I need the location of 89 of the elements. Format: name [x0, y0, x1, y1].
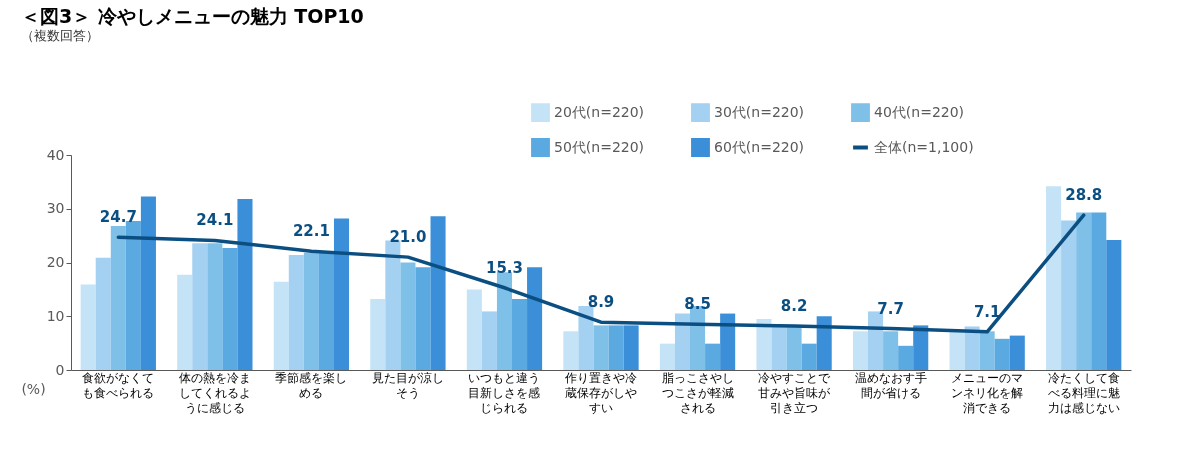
bar — [593, 325, 609, 370]
bar — [578, 306, 594, 370]
x-tick-label: 見た目が涼しそう — [371, 370, 444, 400]
x-tick-label: 脂っこさやしつこさが軽減される — [661, 370, 734, 415]
bar — [913, 325, 929, 370]
bar — [883, 331, 899, 370]
bar — [333, 218, 350, 370]
bar — [430, 216, 446, 370]
bar — [207, 243, 223, 370]
bar — [222, 247, 238, 370]
bar — [140, 196, 156, 370]
data-label: 15.3 — [485, 258, 523, 277]
x-tick-label: 体の熱を冷ましてくれるように感じる — [178, 370, 251, 415]
x-tick-label: 季節感を楽しめる — [275, 370, 348, 400]
x-tick-label: いつもと違う目新しさを感じられる — [468, 370, 541, 415]
legend-label: 50代(n=220) — [554, 138, 645, 155]
bar — [705, 343, 721, 370]
y-tick-label: 20 — [46, 254, 65, 270]
bar — [370, 299, 386, 370]
bar — [1046, 186, 1062, 370]
legend-label: 40代(n=220) — [874, 103, 965, 120]
bar — [979, 331, 995, 370]
bar — [1009, 335, 1025, 370]
bar — [674, 313, 691, 370]
bar — [608, 325, 624, 370]
bar — [771, 325, 787, 370]
bar — [786, 325, 802, 370]
bar — [563, 331, 579, 370]
x-tick-label: 作り置きや冷蔵保存がしやすい — [564, 370, 637, 415]
bar — [898, 345, 914, 370]
bar — [481, 311, 497, 370]
bar — [1076, 212, 1092, 370]
data-label: 24.1 — [196, 211, 234, 230]
x-tick-label: 冷たくして食べる料理に魅力は感じない — [1047, 370, 1120, 415]
bar — [720, 313, 736, 370]
bar — [659, 343, 675, 370]
y-tick-label: 30 — [46, 200, 65, 217]
y-axis-title: (%) — [21, 380, 46, 397]
legend-label: 60代(n=220) — [714, 138, 805, 155]
data-label: 8.2 — [780, 296, 808, 315]
bar — [303, 252, 319, 370]
bar — [756, 318, 772, 370]
data-label: 24.7 — [99, 208, 137, 227]
bar — [288, 254, 304, 370]
bar — [1061, 220, 1077, 370]
x-tick-label: 冷やすことで甘みや旨味が引き立つ — [758, 370, 832, 415]
data-label: 7.7 — [877, 299, 904, 318]
bar — [801, 343, 817, 370]
y-tick-label: 40 — [46, 146, 65, 163]
bar — [110, 225, 126, 370]
bar — [852, 331, 869, 370]
legend-label: 30代(n=220) — [714, 103, 805, 120]
bar — [527, 267, 543, 370]
bar — [125, 221, 141, 370]
bar — [816, 316, 832, 370]
chart-subtitle: （複数回答） — [20, 28, 99, 43]
bar — [623, 325, 639, 370]
bar — [237, 199, 253, 370]
data-label: 28.8 — [1065, 186, 1103, 205]
y-tick-label: 0 — [55, 361, 65, 378]
bar — [95, 257, 111, 370]
data-label: 7.1 — [973, 302, 1001, 321]
bar — [400, 262, 416, 370]
legend-label: 20代(n=220) — [554, 103, 645, 120]
y-tick-label: 10 — [46, 307, 65, 324]
bar — [273, 281, 289, 370]
legend-label: 全体(n=1,100) — [874, 138, 974, 155]
bar — [511, 299, 528, 370]
bar — [192, 243, 208, 370]
x-tick-label: 温めなおす手間が省ける — [854, 370, 927, 400]
bar — [415, 267, 431, 370]
bar — [964, 326, 980, 370]
x-tick-label: メニューのマンネリ化を解消できる — [951, 370, 1024, 415]
bar — [466, 289, 482, 370]
bar — [177, 274, 193, 370]
bar — [496, 272, 512, 370]
bar — [318, 252, 334, 370]
data-label: 22.1 — [292, 222, 330, 241]
x-tick-label: 食欲がなくても食べられる — [82, 370, 155, 400]
bar — [949, 331, 965, 370]
data-label: 8.9 — [587, 293, 615, 312]
bar — [1106, 239, 1122, 370]
bar — [80, 284, 96, 370]
bar — [1091, 212, 1107, 370]
data-label: 8.5 — [684, 295, 711, 314]
data-label: 21.0 — [389, 228, 427, 247]
bar — [385, 240, 401, 370]
chart-title: ＜図3＞ 冷やしメニューの魅力 TOP10 — [20, 5, 364, 27]
bar — [994, 338, 1010, 370]
